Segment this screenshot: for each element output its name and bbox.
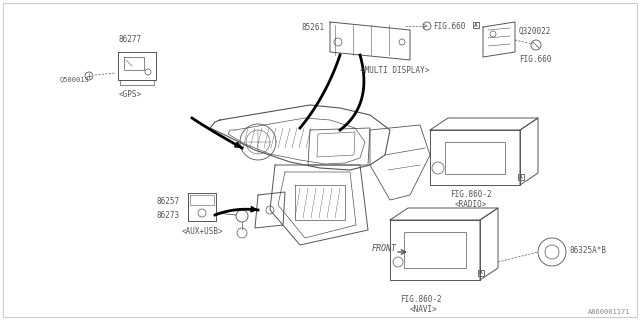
Bar (518, 174, 524, 180)
Bar (445, 142, 505, 174)
Text: A: A (479, 270, 483, 276)
Text: <RADIO>: <RADIO> (455, 200, 488, 209)
Text: FIG.860-2: FIG.860-2 (450, 190, 492, 199)
Text: <NAVI>: <NAVI> (410, 305, 438, 314)
Text: A860001171: A860001171 (588, 309, 630, 315)
Text: 86325A*B: 86325A*B (569, 245, 606, 254)
Bar (473, 22, 479, 28)
Text: 85261: 85261 (302, 22, 325, 31)
Text: A: A (474, 22, 478, 28)
Text: Q500013: Q500013 (60, 76, 90, 82)
Text: 86277: 86277 (118, 35, 141, 44)
Text: A: A (519, 174, 523, 180)
Bar (478, 270, 484, 276)
Text: FIG.660: FIG.660 (433, 21, 465, 30)
Text: FRONT: FRONT (372, 244, 397, 252)
Text: <GPS>: <GPS> (118, 90, 141, 99)
Text: <MULTI DISPLAY>: <MULTI DISPLAY> (360, 66, 429, 75)
Text: 86273: 86273 (157, 211, 180, 220)
Text: 86257: 86257 (157, 196, 180, 205)
Text: <AUX+USB>: <AUX+USB> (181, 227, 223, 236)
Text: FIG.860-2: FIG.860-2 (400, 295, 442, 304)
Text: FIG.660: FIG.660 (519, 55, 552, 64)
Bar (404, 232, 466, 268)
Text: Q320022: Q320022 (519, 27, 552, 36)
